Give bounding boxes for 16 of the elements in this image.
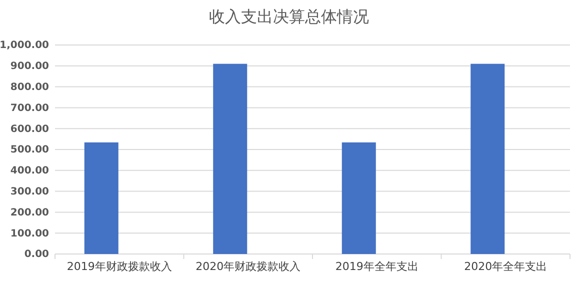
y-tick-label: 700.00 xyxy=(10,102,50,114)
y-tick-label: 300.00 xyxy=(10,186,50,198)
y-tick-label: 100.00 xyxy=(10,228,50,240)
chart-title: 收入支出决算总体情况 xyxy=(209,7,369,26)
y-tick-label: 0.00 xyxy=(24,249,50,260)
y-tick-label: 1,000.00 xyxy=(0,40,50,52)
y-tick-label: 900.00 xyxy=(10,61,50,72)
y-tick-label: 500.00 xyxy=(10,144,50,156)
y-tick-label: 800.00 xyxy=(10,82,50,93)
y-tick-label: 200.00 xyxy=(10,207,50,218)
x-tick-label: 2019年全年支出 xyxy=(335,260,418,273)
y-tick-label: 600.00 xyxy=(10,124,50,135)
y-tick-label: 400.00 xyxy=(10,166,50,177)
x-tick-label: 2020年全年支出 xyxy=(464,260,548,273)
x-tick-label: 2020年财政拨款收入 xyxy=(196,260,301,273)
x-tick-label: 2019年财政拨款收入 xyxy=(66,260,172,273)
